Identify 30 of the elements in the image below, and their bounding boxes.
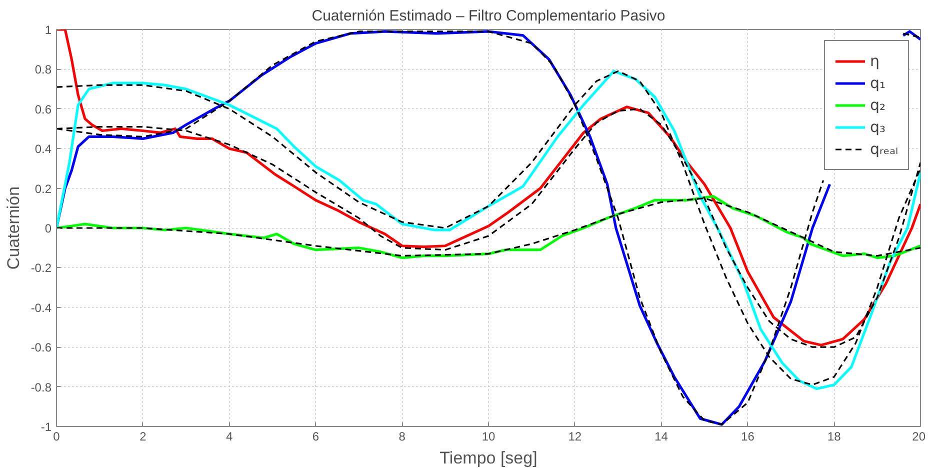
chart-title: Cuaternión Estimado – Filtro Complementario Pasivo [312,8,666,24]
y-tick-label: 0 [44,222,52,236]
x-axis-title: Tiempo [seg] [440,448,538,468]
y-tick-label: -0.6 [30,340,52,355]
x-tick-label: 14 [654,430,668,444]
x-tick-label: 12 [568,430,582,444]
legend-label: q₃ [870,118,887,136]
y-tick-label: 1 [44,23,52,37]
y-tick-label: -1 [40,420,52,434]
legend-label: qᵣₑₐₗ [870,140,898,158]
legend-label: η [870,52,880,70]
x-tick-label: 6 [312,430,320,444]
x-tick-label: 8 [398,430,406,444]
y-tick-label: 0.2 [34,182,52,196]
x-tick-label: 4 [226,430,233,444]
y-axis-title: Cuaternión [4,186,23,270]
legend-label: q₁ [870,74,887,92]
legend-label: q₂ [870,96,887,114]
x-tick-label: 0 [53,430,60,444]
x-tick-label: 16 [741,430,755,444]
x-tick-label: 2 [140,430,147,444]
y-tick-label: 0.8 [34,62,52,77]
y-tick-label: 0.4 [34,142,52,156]
x-tick-label: 20 [912,430,926,444]
y-tick-label: 0.6 [34,102,52,116]
y-tick-label: -0.8 [30,380,52,394]
y-tick-label: -0.2 [30,261,52,276]
x-tick-label: 18 [827,430,842,444]
x-tick-label: 10 [482,430,496,444]
y-tick-label: -0.4 [30,300,52,315]
